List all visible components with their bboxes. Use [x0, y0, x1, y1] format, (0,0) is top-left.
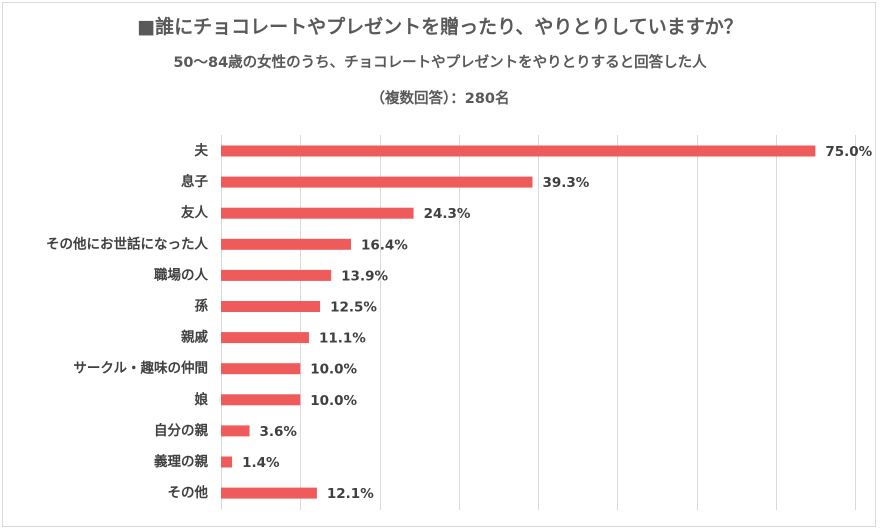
- data-label: 12.5%: [330, 300, 377, 316]
- category-label: サークル・趣味の仲間: [73, 360, 208, 377]
- chart-subtitle: 50～84歳の女性のうち、チョコレートやプレゼントをやりとりすると回答した人: [173, 55, 707, 71]
- bar: [221, 425, 250, 437]
- data-label: 1.4%: [242, 455, 280, 471]
- data-label: 16.4%: [361, 237, 408, 253]
- chart-note: （複数回答）：280名: [370, 91, 510, 107]
- category-label: その他にお世話になった人: [46, 235, 208, 252]
- data-label: 39.3%: [542, 175, 589, 191]
- data-label: 10.0%: [310, 393, 357, 409]
- data-label: 12.1%: [327, 486, 374, 502]
- bar: [221, 456, 233, 468]
- category-labels: 夫息子友人その他にお世話になった人職場の人孫親戚サークル・趣味の仲間娘自分の親義…: [46, 142, 209, 501]
- bar: [221, 487, 317, 499]
- bar: [221, 301, 321, 312]
- bars: [221, 145, 816, 499]
- category-label: 娘: [195, 391, 209, 408]
- category-label: 親戚: [181, 329, 208, 346]
- data-label: 10.0%: [310, 362, 357, 378]
- grid-lines: [221, 135, 856, 510]
- bar: [221, 238, 351, 250]
- data-label: 13.9%: [341, 268, 388, 284]
- value-labels: 75.0% 39.3% 24.3% 16.4% 13.9% 12.5% 11.1% 10.0%…: [242, 144, 873, 502]
- bar: [221, 332, 309, 344]
- category-label: 自分の親: [154, 422, 208, 439]
- data-label: 3.6%: [260, 424, 298, 440]
- bar: [221, 394, 301, 406]
- category-label: 息子: [181, 173, 208, 190]
- bar: [221, 207, 414, 219]
- category-label: 夫: [195, 142, 209, 159]
- chart-title: ■誰にチョコレートやプレゼントを贈ったり、やりとりしていますか？: [137, 16, 743, 38]
- bar: [221, 269, 332, 281]
- data-label: 11.1%: [319, 331, 366, 347]
- data-label: 75.0%: [825, 144, 872, 160]
- bar: [221, 363, 301, 375]
- category-label: 友人: [181, 204, 208, 221]
- category-label: 義理の親: [154, 453, 208, 470]
- category-label: 職場の人: [154, 266, 208, 283]
- category-label: その他: [168, 484, 209, 501]
- category-label: 孫: [195, 298, 209, 315]
- data-label: 24.3%: [424, 206, 471, 222]
- bar: [221, 145, 816, 157]
- bar: [221, 176, 533, 188]
